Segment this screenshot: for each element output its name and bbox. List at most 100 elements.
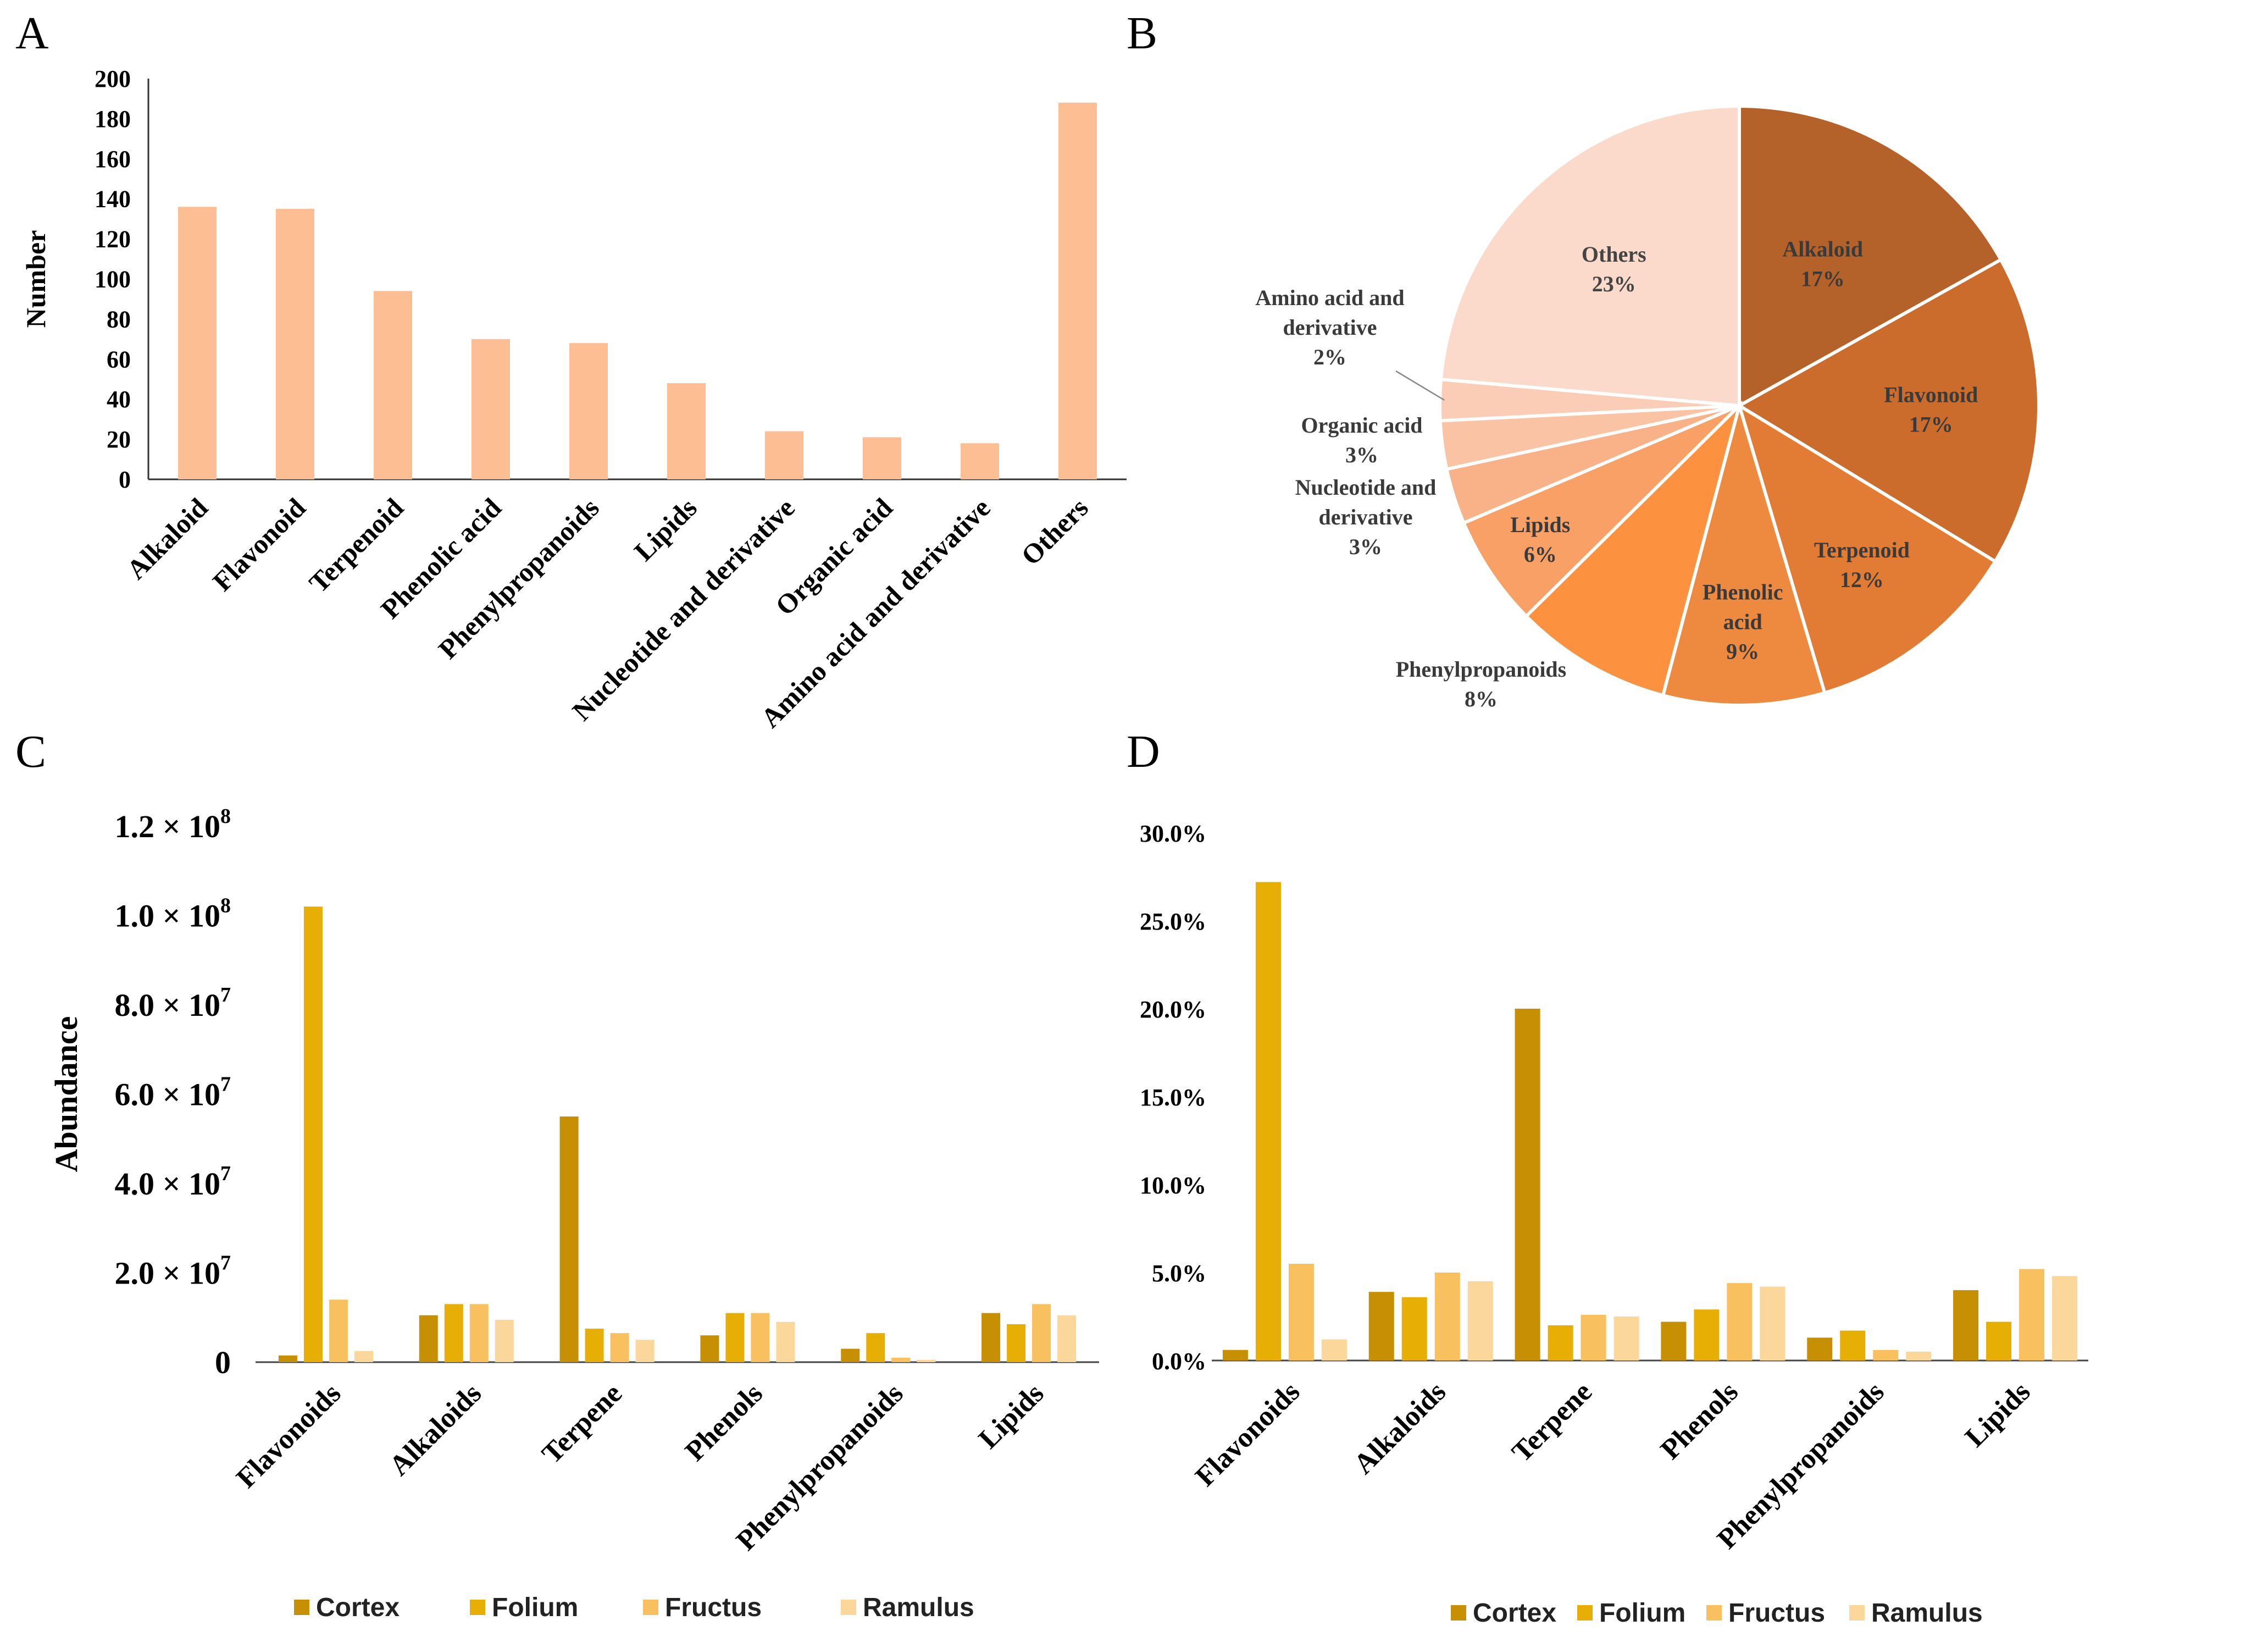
chart-a-y-tick-label: 40 xyxy=(107,386,131,413)
chart-a-y-tick-label: 120 xyxy=(95,226,131,253)
bar-fructus-alkaloids xyxy=(469,1304,489,1362)
tick-mantissa: 0 xyxy=(215,1345,231,1380)
chart-c-y-tick-label: 6.0 × 107 xyxy=(114,1073,231,1113)
legend-swatch-cortex xyxy=(1451,1605,1466,1621)
bar-cortex-phenylpropanoids xyxy=(841,1348,860,1362)
tick-mantissa: 1.2 × 10 xyxy=(114,809,220,844)
pie-label-line: Lipids xyxy=(1510,512,1570,537)
pie-label-line: Organic acid xyxy=(1301,413,1422,438)
bar-folium-alkaloids xyxy=(1401,1297,1427,1361)
chart-a-y-tick-label: 180 xyxy=(95,106,131,132)
chart-d-y-tick-label: 15.0% xyxy=(1140,1084,1206,1111)
chart-c-x-tick-label: Flavonoids xyxy=(230,1378,347,1494)
pie-label-line: Alkaloid xyxy=(1782,237,1863,262)
legend-swatch-ramulus xyxy=(841,1600,856,1615)
pie-label-line: Amino acid and xyxy=(1255,285,1404,310)
chart-a-y-axis-title: Number xyxy=(20,230,51,328)
pie-label-terpenoid: Terpenoid 12% xyxy=(1814,538,1910,592)
bar-cortex-alkaloids xyxy=(1368,1292,1394,1361)
pie-label-line: 3% xyxy=(1345,443,1378,467)
bar-folium-phenols xyxy=(725,1313,745,1362)
pie-label-line: derivative xyxy=(1283,315,1377,340)
chart-d-y-tick-label: 10.0% xyxy=(1140,1172,1206,1199)
legend-label-cortex: Cortex xyxy=(316,1593,400,1622)
chart-a-x-tick-label: Flavonoid xyxy=(207,492,312,597)
bar-fructus-alkaloids xyxy=(1434,1273,1460,1361)
bar-cortex-lipids xyxy=(1953,1290,1979,1361)
chart-a-bar-organic-acid xyxy=(863,437,901,479)
chart-d-y-tick-label: 20.0% xyxy=(1140,996,1206,1023)
chart-d-y-tick-label: 5.0% xyxy=(1152,1260,1206,1287)
pie-slice-flavonoid xyxy=(1736,257,2040,564)
pie-label-line: 23% xyxy=(1592,272,1636,296)
bar-folium-phenylpropanoids xyxy=(1840,1330,1866,1361)
bar-ramulus-phenylpropanoids xyxy=(1906,1352,1932,1361)
chart-a-bar-flavonoid xyxy=(276,208,314,479)
chart-c-y-tick-label: 0 xyxy=(215,1345,231,1380)
chart-a-y-tick-label: 0 xyxy=(119,466,131,493)
pie-slice-phenolic-acid xyxy=(1661,399,1827,707)
bar-folium-phenols xyxy=(1694,1309,1720,1361)
legend-label-ramulus: Ramulus xyxy=(1871,1599,1983,1628)
legend-label-cortex: Cortex xyxy=(1473,1599,1556,1628)
chart-a-x-tick-label: Lipids xyxy=(628,492,703,567)
legend-swatch-cortex xyxy=(294,1600,309,1615)
bar-ramulus-terpene xyxy=(635,1340,655,1362)
chart-d-x-tick-label: Flavonoids xyxy=(1189,1376,1306,1492)
tick-exponent: 7 xyxy=(220,1073,231,1096)
bar-cortex-terpene xyxy=(1515,1009,1540,1361)
legend-label-fructus: Fructus xyxy=(1728,1599,1825,1628)
bar-fructus-phenols xyxy=(751,1313,770,1362)
bar-folium-phenylpropanoids xyxy=(866,1333,885,1362)
chart-a-bar-phenylpropanoids xyxy=(569,343,608,479)
pie-label-line: 17% xyxy=(1909,412,1953,437)
bar-folium-lipids xyxy=(1007,1324,1026,1362)
pie-label-amino-acid-and-derivative: Amino acid and derivative 2% xyxy=(1255,285,1404,369)
bar-folium-lipids xyxy=(1986,1321,2012,1361)
pie-label-phenolic-acid: Phenolic acid 9% xyxy=(1703,579,1783,663)
bar-ramulus-alkaloids xyxy=(495,1319,514,1362)
tick-mantissa: 2.0 × 10 xyxy=(114,1256,220,1291)
pie-slice-lipids xyxy=(1461,404,1741,619)
pie-label-line: 8% xyxy=(1465,687,1498,711)
chart-c-y-tick-label: 2.0 × 107 xyxy=(114,1252,231,1291)
tick-exponent: 7 xyxy=(220,1252,231,1275)
chart-d-percentage-bar: 0.0% 5.0% 10.0% 15.0% 20.0% 25.0% 30.0% Flavono… xyxy=(1140,820,2088,1628)
pie-label-line: 17% xyxy=(1801,267,1845,291)
bar-cortex-flavonoids xyxy=(1222,1350,1248,1361)
tick-exponent: 7 xyxy=(220,983,231,1006)
pie-label-line: Phenolic xyxy=(1703,579,1783,604)
bar-fructus-lipids xyxy=(2019,1269,2045,1361)
chart-a-y-tick-label: 140 xyxy=(95,186,131,213)
tick-exponent: 8 xyxy=(220,894,231,917)
bar-fructus-lipids xyxy=(1032,1304,1051,1362)
chart-c-y-tick-label: 1.0 × 108 xyxy=(114,894,231,934)
chart-a-y-tick-label: 20 xyxy=(107,426,131,453)
pie-label-line: Terpenoid xyxy=(1814,538,1910,562)
chart-c-x-tick-label: Terpene xyxy=(536,1378,628,1470)
legend-label-ramulus: Ramulus xyxy=(863,1593,974,1622)
chart-a-y-tick-label: 200 xyxy=(95,65,131,92)
tick-mantissa: 1.0 × 10 xyxy=(114,898,220,934)
bar-folium-terpene xyxy=(585,1329,604,1362)
pie-label-line: 2% xyxy=(1313,345,1346,369)
bar-folium-flavonoids xyxy=(303,906,323,1362)
tick-exponent: 7 xyxy=(220,1162,231,1185)
pie-label-alkaloid: Alkaloid 17% xyxy=(1782,237,1863,291)
legend-swatch-fructus xyxy=(643,1600,658,1615)
bar-ramulus-terpene xyxy=(1613,1317,1639,1361)
bar-folium-alkaloids xyxy=(444,1304,463,1362)
pie-label-line: Flavonoid xyxy=(1884,383,1978,407)
chart-a-x-tick-label: Phenylpropanoids xyxy=(432,492,605,665)
chart-a-bar-amino-acid-and-derivative xyxy=(961,443,999,479)
chart-c-x-tick-label: Alkaloids xyxy=(384,1378,487,1481)
pie-label-line: acid xyxy=(1723,609,1762,634)
pie-label-phenylpropanoids: Phenylpropanoids 8% xyxy=(1396,657,1567,711)
pie-label-flavonoid: Flavonoid 17% xyxy=(1884,383,1978,437)
bar-ramulus-phenols xyxy=(1760,1286,1785,1361)
bar-ramulus-lipids xyxy=(1057,1315,1077,1362)
bar-ramulus-flavonoids xyxy=(1321,1339,1347,1361)
panel-label-b: B xyxy=(1127,8,1157,59)
